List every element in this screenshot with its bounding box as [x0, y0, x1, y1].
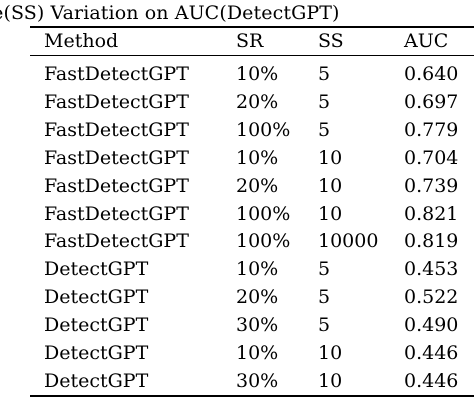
- cell-method: FastDetectGPT: [44, 174, 189, 197]
- cell-auc: 0.453: [404, 258, 459, 281]
- cell-sr: 10%: [236, 342, 279, 364]
- cell-sr: 20%: [236, 174, 279, 197]
- cell-ss: 5: [318, 63, 331, 85]
- cell-ss: 10: [318, 174, 343, 197]
- top-rule: [30, 26, 474, 28]
- cell-method: DetectGPT: [44, 258, 149, 281]
- table-caption: ze(SS) Variation on AUC(DetectGPT): [0, 2, 340, 24]
- cell-method: FastDetectGPT: [44, 202, 189, 225]
- cell-ss: 10: [318, 369, 343, 392]
- cell-ss: 5: [318, 258, 331, 281]
- bottom-rule: [30, 395, 474, 397]
- cell-sr: 100%: [236, 230, 291, 253]
- cell-auc: 0.640: [404, 63, 459, 85]
- header-ss: SS: [318, 30, 344, 52]
- header-rule: [30, 55, 474, 56]
- table-row: DetectGPT 10% 5 0.453: [0, 255, 474, 283]
- table-row: DetectGPT 10% 10 0.446: [0, 339, 474, 367]
- header-auc: AUC: [404, 30, 449, 52]
- cell-sr: 10%: [236, 63, 279, 85]
- cell-auc: 0.739: [404, 174, 459, 197]
- cell-sr: 20%: [236, 90, 279, 113]
- table-row: DetectGPT 30% 5 0.490: [0, 311, 474, 339]
- cell-method: FastDetectGPT: [44, 63, 189, 85]
- cell-ss: 10: [318, 342, 343, 364]
- table-row: FastDetectGPT 100% 5 0.779: [0, 116, 474, 144]
- header-sr: SR: [236, 30, 264, 52]
- cell-ss: 10: [318, 202, 343, 225]
- cell-ss: 5: [318, 286, 331, 309]
- header-method: Method: [44, 30, 119, 52]
- cell-sr: 30%: [236, 369, 279, 392]
- cell-method: FastDetectGPT: [44, 118, 189, 141]
- table-row: FastDetectGPT 10% 10 0.704: [0, 144, 474, 172]
- table-row: DetectGPT 20% 5 0.522: [0, 283, 474, 311]
- cell-sr: 20%: [236, 286, 279, 309]
- cell-auc: 0.819: [404, 230, 459, 253]
- cell-sr: 100%: [236, 202, 291, 225]
- cell-method: DetectGPT: [44, 286, 149, 309]
- table-row: FastDetectGPT 20% 5 0.697: [0, 88, 474, 116]
- cell-ss: 5: [318, 90, 331, 113]
- table-row: FastDetectGPT 10% 5 0.640: [0, 60, 474, 88]
- cell-method: DetectGPT: [44, 314, 149, 337]
- cell-ss: 10000: [318, 230, 379, 253]
- cell-method: FastDetectGPT: [44, 230, 189, 253]
- cell-sr: 30%: [236, 314, 279, 337]
- table-row: FastDetectGPT 20% 10 0.739: [0, 172, 474, 200]
- table-row: FastDetectGPT 100% 10000 0.819: [0, 227, 474, 255]
- cell-sr: 100%: [236, 118, 291, 141]
- cell-method: FastDetectGPT: [44, 146, 189, 169]
- cell-method: FastDetectGPT: [44, 90, 189, 113]
- cell-auc: 0.779: [404, 118, 459, 141]
- cell-method: DetectGPT: [44, 342, 149, 364]
- cell-auc: 0.704: [404, 146, 459, 169]
- cell-auc: 0.446: [404, 369, 459, 392]
- cell-ss: 10: [318, 146, 343, 169]
- cell-ss: 5: [318, 314, 331, 337]
- cell-ss: 5: [318, 118, 331, 141]
- cell-auc: 0.697: [404, 90, 459, 113]
- cell-auc: 0.821: [404, 202, 459, 225]
- cell-auc: 0.446: [404, 342, 459, 364]
- cell-auc: 0.490: [404, 314, 459, 337]
- cell-sr: 10%: [236, 146, 279, 169]
- cell-method: DetectGPT: [44, 369, 149, 392]
- cell-auc: 0.522: [404, 286, 459, 309]
- table-row: FastDetectGPT 100% 10 0.821: [0, 200, 474, 228]
- cell-sr: 10%: [236, 258, 279, 281]
- table-row: DetectGPT 30% 10 0.446: [0, 367, 474, 395]
